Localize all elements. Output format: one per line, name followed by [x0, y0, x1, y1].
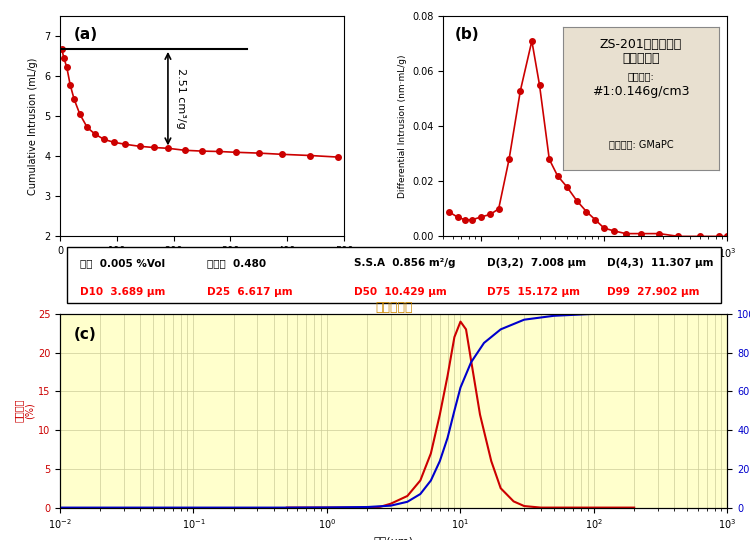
- Text: S.S.A  0.856 m²/g: S.S.A 0.856 m²/g: [354, 258, 455, 268]
- Text: 2.51 cm³/g: 2.51 cm³/g: [176, 68, 187, 129]
- Text: (c): (c): [74, 327, 96, 342]
- Y-axis label: Cumulative Intrusion (mL/g): Cumulative Intrusion (mL/g): [28, 58, 38, 195]
- X-axis label: 粒径(μm): 粒径(μm): [374, 537, 414, 540]
- Text: D75  15.172 μm: D75 15.172 μm: [488, 287, 580, 298]
- Y-axis label: Differential Intrusion (nm·mL/g): Differential Intrusion (nm·mL/g): [398, 55, 406, 198]
- Text: D(3,2)  7.008 μm: D(3,2) 7.008 μm: [488, 258, 586, 268]
- Text: D25  6.617 μm: D25 6.617 μm: [207, 287, 292, 298]
- FancyBboxPatch shape: [67, 247, 721, 303]
- Text: 一致性  0.480: 一致性 0.480: [207, 258, 266, 268]
- Text: 浓度  0.005 %Vol: 浓度 0.005 %Vol: [80, 258, 165, 268]
- Text: D50  10.429 μm: D50 10.429 μm: [354, 287, 446, 298]
- Text: D10  3.689 μm: D10 3.689 μm: [80, 287, 166, 298]
- Title: 粒度分布图: 粒度分布图: [375, 301, 413, 314]
- X-axis label: Pore Size (nm): Pore Size (nm): [156, 262, 248, 272]
- Text: (b): (b): [454, 27, 479, 42]
- Text: D99  27.902 μm: D99 27.902 μm: [608, 287, 700, 298]
- Text: (a): (a): [74, 27, 98, 42]
- X-axis label: Pore size Diameter (nm): Pore size Diameter (nm): [509, 266, 662, 275]
- Y-axis label: 频率分布
(%): 频率分布 (%): [13, 399, 35, 422]
- Text: D(4,3)  11.307 μm: D(4,3) 11.307 μm: [608, 258, 714, 268]
